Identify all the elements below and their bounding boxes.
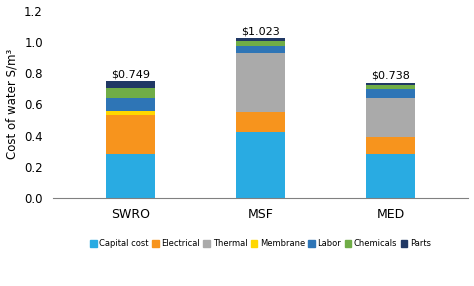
Legend: Capital cost, Electrical, Thermal, Membrane, Labor, Chemicals, Parts: Capital cost, Electrical, Thermal, Membr… xyxy=(87,236,434,252)
Bar xyxy=(106,81,155,88)
Bar xyxy=(366,89,415,98)
Bar xyxy=(366,83,415,85)
Bar xyxy=(366,154,415,198)
Bar xyxy=(106,115,155,154)
Bar xyxy=(366,98,415,137)
Bar xyxy=(236,112,285,132)
Bar xyxy=(236,53,285,112)
Bar xyxy=(106,88,155,98)
Bar xyxy=(106,154,155,198)
Bar xyxy=(236,38,285,41)
Bar xyxy=(236,41,285,47)
Text: $1.023: $1.023 xyxy=(241,26,280,36)
Y-axis label: Cost of water S/m³: Cost of water S/m³ xyxy=(6,49,18,160)
Bar xyxy=(106,98,155,111)
Bar xyxy=(366,137,415,154)
Bar xyxy=(236,132,285,198)
Bar xyxy=(106,111,155,115)
Text: $0.749: $0.749 xyxy=(111,69,150,79)
Text: $0.738: $0.738 xyxy=(371,71,410,81)
Bar xyxy=(366,85,415,89)
Bar xyxy=(236,47,285,53)
